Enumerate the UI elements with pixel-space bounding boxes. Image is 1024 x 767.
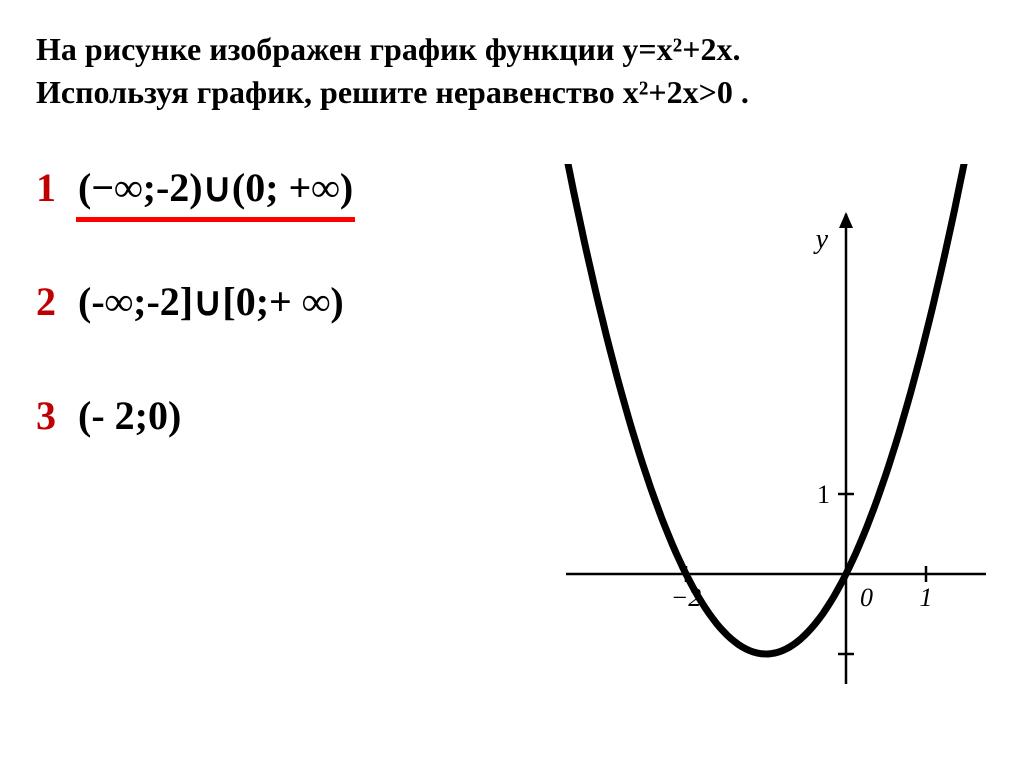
answer-text: (-∞;-2]∪[0;+ ∞): [78, 279, 344, 324]
svg-text:1: 1: [920, 583, 933, 612]
answer-option: 2 (-∞;-2]∪[0;+ ∞): [36, 278, 506, 326]
heading-line-2: Используя график, решите неравенство x²+…: [36, 71, 988, 114]
svg-text:1: 1: [817, 480, 830, 509]
answer-text-wrap: (−∞;-2)∪(0; +∞): [78, 164, 353, 212]
problem-heading: На рисунке изображен график функции y=x²…: [36, 28, 988, 114]
answer-text-wrap: (-∞;-2]∪[0;+ ∞): [78, 278, 344, 326]
answer-number: 2: [36, 282, 78, 322]
correct-underline: [76, 217, 355, 222]
function-graph: −2011yx: [506, 164, 988, 684]
answer-option: 1 (−∞;-2)∪(0; +∞): [36, 164, 506, 212]
answer-text: (−∞;-2)∪(0; +∞): [78, 165, 353, 210]
answer-text: (- 2;0): [78, 393, 181, 438]
answer-option: 3 (- 2;0): [36, 392, 506, 440]
answer-number: 1: [36, 168, 78, 208]
answers-list: 1 (−∞;-2)∪(0; +∞) 2 (-∞;-2]∪[0;+ ∞) 3 (-…: [36, 164, 506, 684]
svg-text:0: 0: [860, 583, 873, 612]
heading-line-1: На рисунке изображен график функции y=x²…: [36, 28, 988, 71]
answer-text-wrap: (- 2;0): [78, 392, 181, 440]
svg-text:y: y: [813, 224, 829, 255]
graph-svg: −2011yx: [526, 164, 986, 684]
answer-number: 3: [36, 396, 78, 436]
